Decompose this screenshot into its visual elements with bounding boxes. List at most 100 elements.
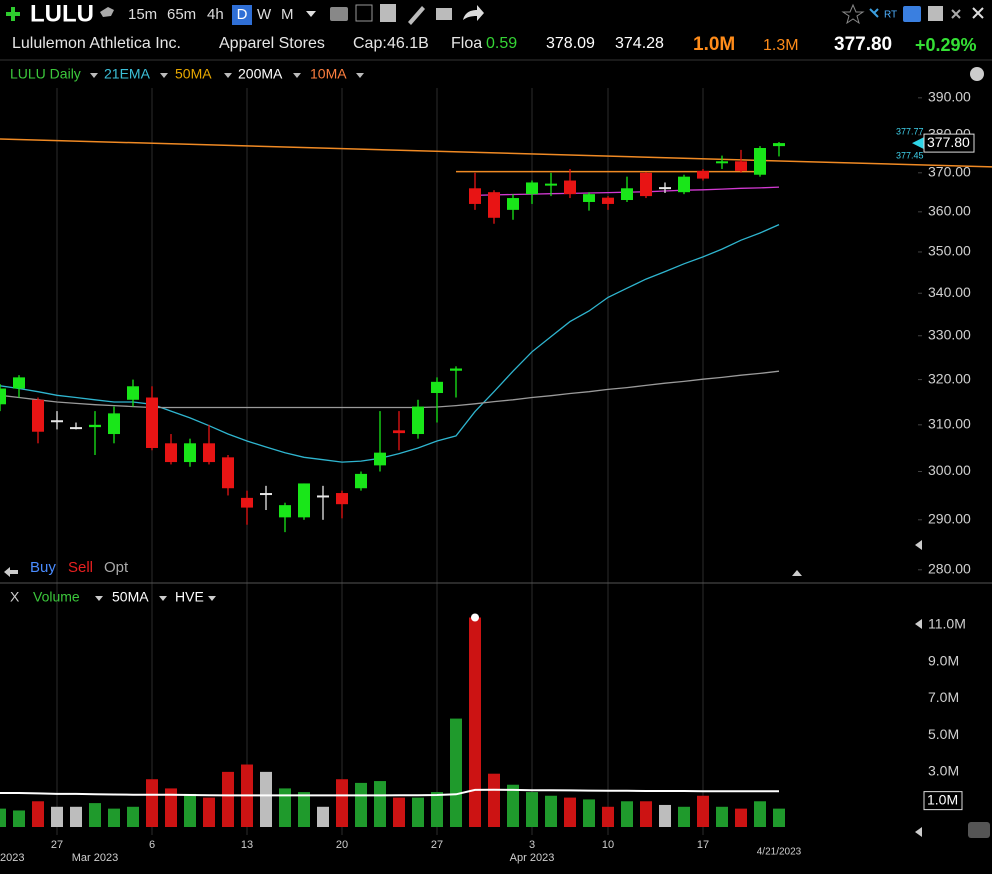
y-tick-label: 340.00 xyxy=(928,284,971,300)
interval[interactable]: 65m xyxy=(167,6,196,23)
candle-body xyxy=(146,397,158,448)
symbol[interactable]: LULU xyxy=(30,0,94,27)
volume-bar xyxy=(203,797,215,827)
candle-body xyxy=(640,172,652,197)
candle-body xyxy=(108,413,120,435)
interval[interactable]: 4h xyxy=(207,6,224,23)
float: 0.59 xyxy=(486,35,517,52)
close-icon[interactable] xyxy=(972,7,984,19)
y-tick-label: 280.00 xyxy=(928,560,971,576)
candle-body xyxy=(374,452,386,466)
tag-icon[interactable] xyxy=(100,7,114,17)
volume-bar xyxy=(165,788,177,827)
last-price: 377.80 xyxy=(834,34,892,55)
interval[interactable]: M xyxy=(281,6,294,23)
dropdown[interactable] xyxy=(208,596,216,601)
dropdown[interactable] xyxy=(95,596,103,601)
scroll-marker[interactable] xyxy=(915,827,922,837)
dropdown[interactable] xyxy=(224,73,232,78)
dropdown[interactable] xyxy=(356,73,364,78)
interval[interactable]: 15m xyxy=(128,6,157,23)
candle-body xyxy=(488,192,500,218)
share-icon[interactable] xyxy=(463,5,484,21)
candle-body xyxy=(317,495,329,498)
pen-icon[interactable] xyxy=(408,6,425,25)
volume-bar xyxy=(545,795,557,827)
rt-label[interactable]: RT xyxy=(884,10,897,21)
legend-entry: 50MA xyxy=(175,66,212,82)
dropdown[interactable] xyxy=(160,73,168,78)
volume-bar xyxy=(583,799,595,827)
x-tick-label: 17 xyxy=(697,839,709,851)
dropdown[interactable] xyxy=(293,73,301,78)
candle-body xyxy=(431,381,443,394)
legend-entry: 200MA xyxy=(238,66,283,82)
volume-title: Volume xyxy=(33,589,80,605)
volume-bar xyxy=(298,792,310,827)
volume-bar xyxy=(773,808,785,827)
y-tick-label: 350.00 xyxy=(928,243,971,259)
snapshot-icon[interactable] xyxy=(436,8,452,20)
price-pointer xyxy=(912,137,924,150)
scroll-marker[interactable] xyxy=(915,540,922,550)
watch-star[interactable] xyxy=(841,3,865,25)
volume-bar xyxy=(127,806,139,827)
chart-title: LULU Daily xyxy=(10,66,81,82)
candle-body xyxy=(222,457,234,489)
ma-line xyxy=(0,370,780,409)
candle-body xyxy=(621,188,633,201)
volume-bar xyxy=(355,782,367,827)
interval-dropdown[interactable] xyxy=(306,11,316,17)
volume-bar xyxy=(336,779,348,827)
settings-icon[interactable] xyxy=(951,9,961,19)
volume-ma-line xyxy=(0,788,779,797)
close-pane[interactable]: X xyxy=(10,589,20,605)
legend-entry: 21EMA xyxy=(104,66,151,82)
scroll-marker[interactable] xyxy=(915,619,922,629)
trade-icon[interactable] xyxy=(4,567,18,577)
grid-icon[interactable] xyxy=(355,4,373,22)
candle-body xyxy=(13,377,25,389)
candle-body xyxy=(241,497,253,508)
sell-button[interactable]: Sell xyxy=(68,559,93,576)
y-tick-label: 310.00 xyxy=(928,416,971,432)
interval[interactable]: D xyxy=(237,6,248,23)
high: 378.09 xyxy=(546,35,595,52)
volume-bar xyxy=(640,801,652,827)
avg-volume: 1.3M xyxy=(763,37,799,54)
y-tick-label: 300.00 xyxy=(928,462,971,478)
scroll-marker[interactable] xyxy=(792,570,802,576)
volume-bar xyxy=(13,810,25,827)
trendline xyxy=(0,138,992,168)
interval[interactable]: W xyxy=(257,6,272,23)
y-tick-label: 330.00 xyxy=(928,326,971,342)
save-icon[interactable] xyxy=(928,6,943,21)
volume-bar xyxy=(450,718,462,827)
calc-icon[interactable] xyxy=(380,4,396,22)
s-icon[interactable] xyxy=(903,6,921,22)
add-icon[interactable] xyxy=(6,7,20,21)
x-tick-label: 27 xyxy=(431,839,443,851)
candle-body xyxy=(450,368,462,371)
candle-body xyxy=(564,180,576,195)
volume-bar xyxy=(431,792,443,827)
volume-bar xyxy=(146,779,158,827)
rt-icon[interactable] xyxy=(869,8,879,18)
buy-button[interactable]: Buy xyxy=(30,559,56,576)
y-tick-label: 5.0M xyxy=(928,726,959,742)
volume-bar xyxy=(0,808,6,827)
industry: Apparel Stores xyxy=(219,35,325,52)
expand-button[interactable] xyxy=(968,822,990,838)
dropdown[interactable] xyxy=(159,596,167,601)
volume: 1.0M xyxy=(693,34,735,55)
dropdown[interactable] xyxy=(90,73,98,78)
palette-icon[interactable] xyxy=(970,67,984,81)
y-tick-label: 9.0M xyxy=(928,652,959,668)
option-button[interactable]: Opt xyxy=(104,559,129,576)
tv-icon[interactable] xyxy=(330,7,348,21)
volume-bar xyxy=(621,801,633,827)
volume-bar xyxy=(488,773,500,827)
price-box xyxy=(923,133,975,153)
